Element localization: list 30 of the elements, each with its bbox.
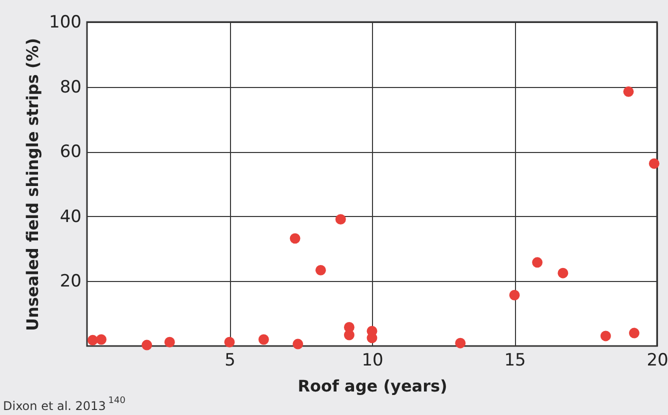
point xyxy=(315,264,326,276)
point xyxy=(96,334,106,345)
point xyxy=(455,338,466,348)
point xyxy=(224,336,235,348)
y-tick-label: 100 xyxy=(49,12,82,32)
x-tick-label: 15 xyxy=(504,350,526,370)
point xyxy=(292,338,304,350)
point xyxy=(532,257,543,268)
y-axis-title: Unsealed field shingle strips (%) xyxy=(23,38,42,332)
point xyxy=(628,328,640,338)
point xyxy=(648,158,660,169)
point xyxy=(335,214,346,225)
x-tick-label: 10 xyxy=(362,350,384,370)
point xyxy=(600,330,611,342)
point xyxy=(258,334,269,345)
point xyxy=(290,233,300,244)
point xyxy=(164,336,175,348)
y-tick-label: 20 xyxy=(60,272,82,292)
x-tick-label: 20 xyxy=(646,350,668,370)
text: Dixon et al. 2013 140 xyxy=(3,396,126,413)
point xyxy=(344,330,354,340)
x-axis-title: Roof age (years) xyxy=(298,376,448,396)
y-tick-label: 60 xyxy=(60,142,82,162)
point xyxy=(142,340,152,350)
point xyxy=(558,268,568,278)
y-tick-label: 80 xyxy=(60,77,82,98)
point xyxy=(623,86,634,97)
y-tick-label: 40 xyxy=(60,206,82,227)
x-tick-label: 5 xyxy=(224,350,236,370)
point xyxy=(509,290,520,300)
